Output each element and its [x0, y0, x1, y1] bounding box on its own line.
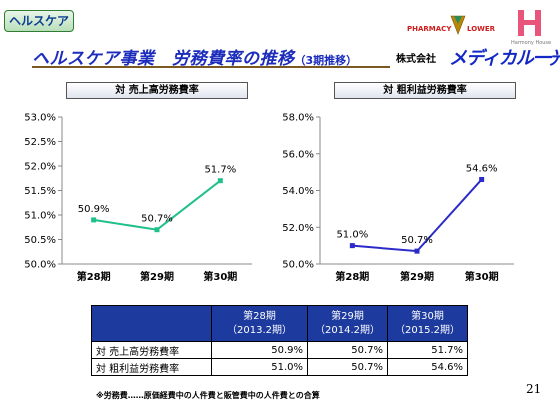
y-tick-label: 52.0%: [24, 162, 56, 173]
page-title: ヘルスケア事業 労務費率の推移（3期推移）: [32, 49, 358, 69]
data-label: 54.6%: [466, 163, 498, 174]
company-label: 株式会社: [396, 54, 436, 65]
row-label: 対 売上高労務費率: [91, 341, 212, 359]
line-chart-plot: 50.0% 50.5% 51.0% 51.5% 52.0% 52.5% 53.0% 第28期 第…: [24, 113, 252, 283]
table-header-row: 第28期 （2013.2期） 第29期 （2014.2期） 第30期 （2015.2期…: [91, 305, 468, 342]
data-point: [414, 248, 420, 254]
data-label: 51.7%: [204, 165, 236, 176]
table-row: 対 粗利益労務費率 51.0% 50.7% 54.6%: [91, 358, 468, 376]
pharmacy-flower-logo: PHARMACY LOWER: [407, 15, 496, 35]
data-label: 51.0%: [336, 230, 368, 241]
x-tick-label: 第29期: [400, 270, 434, 283]
data-label: 50.7%: [141, 214, 173, 225]
table-row: 対 売上高労務費率 50.9% 50.7% 51.7%: [91, 341, 468, 359]
x-tick-label: 第30期: [465, 270, 499, 283]
table-cell: 51.7%: [387, 341, 468, 359]
y-tick-label: 56.0%: [282, 149, 314, 160]
y-tick-label: 51.0%: [24, 211, 56, 222]
company-name: メディカル一光: [449, 48, 560, 69]
table-cell: 50.9%: [211, 341, 308, 359]
y-tick-label: 54.0%: [282, 186, 314, 197]
table-cell: 51.0%: [211, 358, 308, 376]
column-header: 第28期 （2013.2期）: [211, 305, 308, 342]
y-tick-label: 52.5%: [24, 137, 56, 148]
data-label: 50.7%: [401, 235, 433, 246]
data-point: [349, 243, 355, 249]
svg-text:LOWER: LOWER: [467, 25, 496, 33]
data-label: 50.9%: [78, 204, 110, 215]
y-tick-label: 50.0%: [24, 260, 56, 271]
x-tick-label: 第28期: [77, 270, 111, 283]
column-header: 第29期 （2014.2期）: [307, 305, 388, 342]
line-chart-plot: 50.0% 52.0% 54.0% 56.0% 58.0% 第28期 第29期 第30期 51.…: [282, 113, 514, 283]
y-tick-label: 52.0%: [282, 223, 314, 234]
y-tick-label: 50.5%: [24, 235, 56, 246]
table-cell: 50.7%: [307, 341, 388, 359]
chart-title: 対 粗利益労務費率: [334, 82, 516, 99]
x-tick-label: 第30期: [203, 270, 237, 283]
y-tick-label: 50.0%: [282, 260, 314, 271]
data-point: [91, 217, 97, 223]
chart-gross-profit-labor-ratio: 対 粗利益労務費率 50.0% 52.0% 54.0% 56.0% 58.0% 第28期 第…: [282, 82, 552, 287]
table-corner: [91, 305, 212, 342]
chart-sales-labor-ratio: 対 売上高労務費率 50.0% 50.5% 51.0% 51.5% 52.0% 52.5%…: [24, 82, 284, 287]
y-tick-label: 58.0%: [282, 113, 314, 124]
page-number: 21: [526, 382, 542, 396]
svg-text:Harmony House: Harmony House: [511, 40, 551, 46]
title-underline: [32, 66, 390, 68]
table-cell: 50.7%: [307, 358, 388, 376]
column-header: 第30期 （2015.2期）: [387, 305, 468, 342]
svg-text:PHARMACY: PHARMACY: [407, 25, 452, 33]
table-cell: 54.6%: [387, 358, 468, 376]
segment-tab: ヘルスケア: [4, 10, 74, 32]
data-point: [217, 178, 223, 184]
y-tick-label: 53.0%: [24, 113, 56, 124]
x-tick-label: 第28期: [335, 270, 369, 283]
data-point: [154, 227, 160, 233]
chart-title: 対 売上高労務費率: [66, 82, 248, 99]
x-tick-label: 第29期: [140, 270, 174, 283]
data-point: [479, 176, 485, 182]
footnote: ※労務費……原価経費中の人件費と販管費中の人件費との合算: [96, 391, 320, 400]
row-label: 対 粗利益労務費率: [91, 358, 212, 376]
summary-table: 第28期 （2013.2期） 第29期 （2014.2期） 第30期 （2015.2期…: [91, 305, 468, 376]
y-tick-label: 51.5%: [24, 186, 56, 197]
harmony-house-logo: Harmony House: [511, 10, 551, 46]
